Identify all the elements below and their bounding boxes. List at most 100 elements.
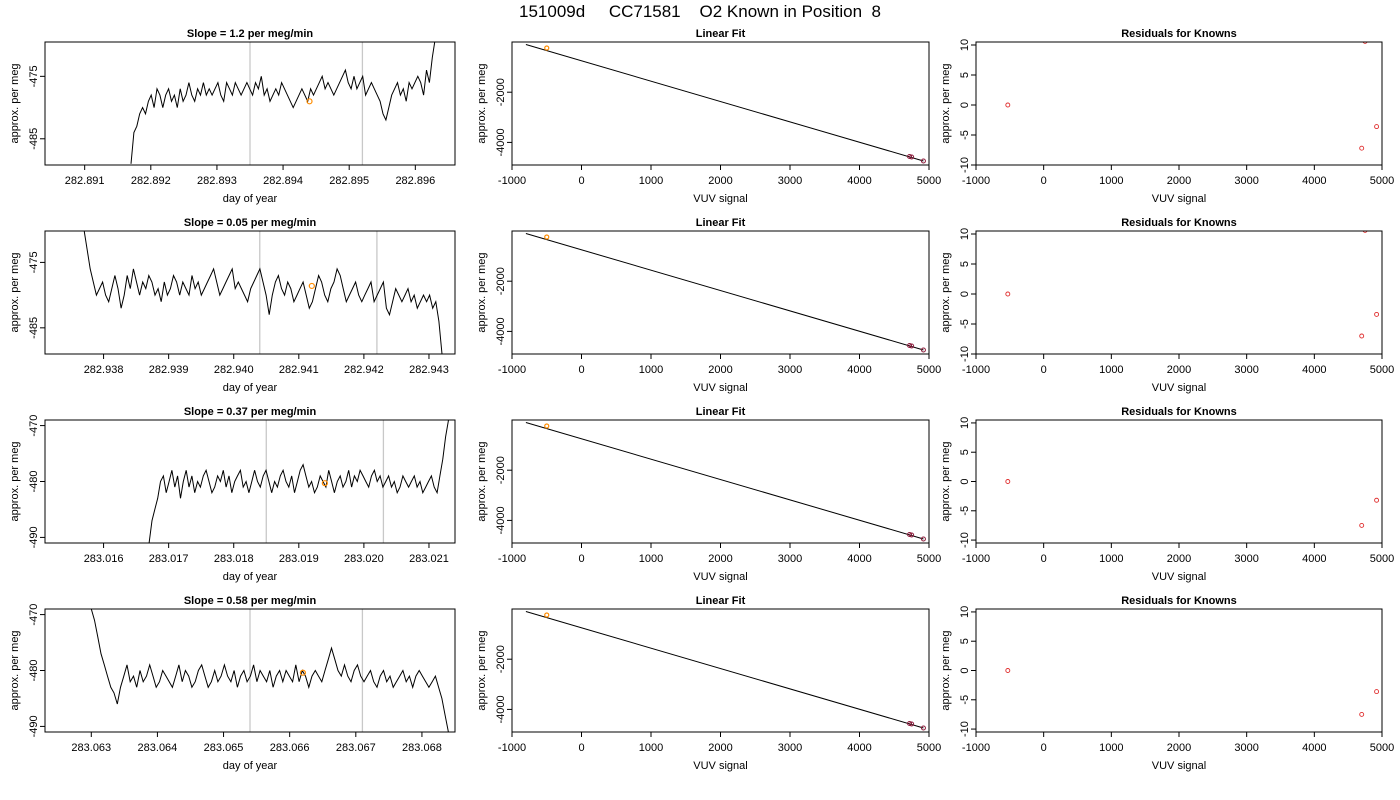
known-point bbox=[907, 720, 913, 726]
x-tick-label: 0 bbox=[1041, 175, 1047, 187]
y-tick-label: -470 bbox=[28, 415, 40, 437]
known-point bbox=[907, 342, 913, 348]
x-tick-label: 5000 bbox=[917, 553, 941, 565]
known-point bbox=[909, 154, 915, 160]
x-tick-label: 283.021 bbox=[409, 553, 449, 565]
y-axis-label: approx. per meg bbox=[9, 630, 21, 710]
chart-panel: Slope = 0.37 per meg/min 283.016 283.017 28… bbox=[9, 406, 456, 583]
y-tick-label: -2000 bbox=[495, 456, 507, 484]
x-tick-label: 4000 bbox=[1302, 175, 1326, 187]
fit-line bbox=[525, 44, 924, 162]
y-axis-label: approx. per meg bbox=[476, 630, 488, 710]
y-axis-label: approx. per meg bbox=[940, 252, 952, 332]
x-axis-label: VUV signal bbox=[1152, 571, 1206, 583]
page-title: 151009d CC71581 O2 Known in Position 8 bbox=[519, 2, 881, 21]
highlight-point bbox=[544, 45, 550, 51]
plot-frame bbox=[511, 230, 930, 355]
chart-panel: Residuals for Knowns -1000 0 1000 2000 3000 40… bbox=[940, 28, 1394, 205]
x-axis-label: VUV signal bbox=[1152, 760, 1206, 772]
x-axis-label: day of year bbox=[223, 382, 278, 394]
chart-panel: Slope = 0.05 per meg/min 282.938 282.939 28… bbox=[9, 217, 456, 394]
x-tick-label: 2000 bbox=[1167, 742, 1191, 754]
known-point bbox=[909, 721, 915, 727]
y-tick-label: 0 bbox=[959, 478, 971, 484]
residual-point bbox=[1374, 124, 1380, 130]
x-tick-label: 0 bbox=[578, 742, 584, 754]
y-tick-label: -4000 bbox=[495, 506, 507, 534]
y-tick-label: 5 bbox=[959, 638, 971, 644]
plot-area bbox=[1005, 42, 1380, 151]
x-tick-label: 3000 bbox=[778, 364, 802, 376]
x-tick-label: 5000 bbox=[1370, 742, 1394, 754]
x-axis-label: VUV signal bbox=[693, 571, 747, 583]
x-tick-label: 282.941 bbox=[279, 364, 319, 376]
y-tick-label: -5 bbox=[959, 506, 971, 516]
x-axis-label: VUV signal bbox=[693, 382, 747, 394]
plot-frame bbox=[511, 41, 930, 166]
y-axis-label: approx. per meg bbox=[476, 441, 488, 521]
x-tick-label: 282.895 bbox=[329, 175, 369, 187]
x-axis-label: day of year bbox=[223, 760, 278, 772]
marker-point bbox=[306, 98, 313, 105]
x-tick-label: 1000 bbox=[639, 553, 663, 565]
residual-point bbox=[1362, 42, 1368, 44]
y-axis-label: approx. per meg bbox=[9, 252, 21, 332]
chart-title: Residuals for Knowns bbox=[1121, 28, 1237, 40]
y-tick-label: -470 bbox=[28, 604, 40, 626]
x-tick-label: 3000 bbox=[1234, 364, 1258, 376]
plot-frame bbox=[44, 419, 456, 544]
plot-frame bbox=[44, 41, 456, 166]
y-tick-label: -2000 bbox=[495, 267, 507, 295]
plot-area bbox=[83, 231, 443, 354]
plot-frame bbox=[511, 419, 930, 544]
x-tick-label: 283.020 bbox=[344, 553, 384, 565]
highlight-point bbox=[544, 234, 550, 240]
y-axis-label: approx. per meg bbox=[476, 252, 488, 332]
x-tick-label: 0 bbox=[1041, 553, 1047, 565]
x-tick-label: 1000 bbox=[1099, 742, 1123, 754]
x-axis-label: VUV signal bbox=[1152, 382, 1206, 394]
x-tick-label: 2000 bbox=[1167, 364, 1191, 376]
chart-title: Slope = 0.05 per meg/min bbox=[184, 217, 317, 229]
y-tick-label: -475 bbox=[28, 251, 40, 273]
fit-line bbox=[525, 422, 924, 540]
y-tick-label: -10 bbox=[959, 346, 971, 362]
residual-point bbox=[1005, 479, 1011, 484]
x-tick-label: 2000 bbox=[1167, 553, 1191, 565]
marker-point bbox=[299, 669, 307, 676]
x-tick-label: 283.016 bbox=[84, 553, 124, 565]
chart-panel: Residuals for Knowns -1000 0 1000 2000 3000 40… bbox=[940, 595, 1394, 772]
x-tick-label: 3000 bbox=[778, 553, 802, 565]
y-tick-label: -490 bbox=[28, 526, 40, 548]
x-tick-label: 282.939 bbox=[149, 364, 189, 376]
residual-point bbox=[1359, 333, 1365, 339]
plot-area bbox=[1005, 479, 1380, 528]
x-tick-label: -1000 bbox=[498, 364, 526, 376]
fit-line bbox=[525, 611, 924, 729]
x-tick-label: 2000 bbox=[708, 175, 732, 187]
x-tick-label: 283.018 bbox=[214, 553, 254, 565]
chart-title: Linear Fit bbox=[696, 28, 746, 40]
chart-panel: Residuals for Knowns -1000 0 1000 2000 3000 40… bbox=[940, 217, 1394, 394]
x-tick-label: 3000 bbox=[778, 742, 802, 754]
x-tick-label: 2000 bbox=[708, 364, 732, 376]
y-tick-label: -485 bbox=[28, 317, 40, 339]
x-tick-label: 282.938 bbox=[84, 364, 124, 376]
fit-line bbox=[525, 233, 924, 351]
y-tick-label: 0 bbox=[959, 667, 971, 673]
plot-frame bbox=[975, 608, 1383, 733]
y-tick-label: 10 bbox=[959, 39, 971, 51]
x-tick-label: 283.019 bbox=[279, 553, 319, 565]
known-point bbox=[920, 725, 926, 731]
known-point bbox=[920, 536, 926, 542]
y-tick-label: 10 bbox=[959, 228, 971, 240]
x-tick-label: 5000 bbox=[917, 364, 941, 376]
y-tick-label: -5 bbox=[959, 695, 971, 705]
x-tick-label: 1000 bbox=[1099, 175, 1123, 187]
y-tick-label: 0 bbox=[959, 291, 971, 297]
x-tick-label: 5000 bbox=[1370, 175, 1394, 187]
y-tick-label: -5 bbox=[959, 130, 971, 140]
x-tick-label: 5000 bbox=[917, 175, 941, 187]
x-tick-label: 2000 bbox=[708, 553, 732, 565]
plot-area bbox=[525, 611, 926, 731]
